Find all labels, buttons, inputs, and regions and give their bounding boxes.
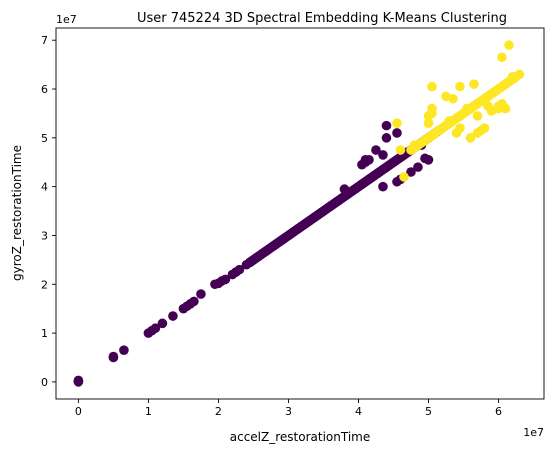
x-tick-label: 4 [355, 405, 362, 418]
data-point [497, 52, 507, 63]
data-point [455, 81, 465, 92]
x-offset-label: 1e7 [523, 426, 544, 439]
data-point [339, 184, 350, 194]
y-tick-label: 0 [41, 376, 48, 389]
plot-frame [55, 27, 545, 400]
data-point [378, 181, 388, 192]
data-point [423, 155, 434, 165]
data-point [465, 133, 476, 143]
y-offset-label: 1e7 [56, 13, 77, 26]
y-tick-label: 1 [41, 327, 48, 340]
data-point [157, 318, 168, 329]
cluster-0-series [73, 120, 444, 387]
data-point [427, 81, 437, 92]
data-point [413, 162, 423, 172]
data-point [119, 345, 129, 355]
x-axis-label: accelZ_restorationTime [230, 430, 370, 444]
x-tick-label: 1 [145, 405, 152, 418]
data-point [462, 103, 472, 114]
x-tick-label: 0 [75, 405, 82, 418]
x-axis: 0 1 2 3 4 5 6 [75, 399, 502, 418]
data-point [444, 115, 455, 126]
data-point [381, 120, 392, 131]
y-tick-label: 2 [41, 278, 48, 291]
data-point [196, 289, 206, 299]
y-tick-label: 7 [41, 34, 48, 47]
data-point [73, 376, 84, 387]
data-point [392, 118, 402, 128]
data-point [168, 311, 178, 321]
x-tick-label: 2 [215, 405, 222, 418]
data-point [150, 323, 161, 334]
data-point [399, 172, 409, 182]
data-point [423, 111, 434, 121]
data-point [245, 257, 255, 268]
data-point [406, 167, 416, 177]
plot-area [73, 40, 525, 387]
data-point [360, 157, 371, 168]
y-tick-label: 3 [41, 229, 48, 242]
y-tick-label: 5 [41, 132, 48, 145]
x-tick-label: 6 [495, 405, 502, 418]
y-axis: 0 1 2 3 4 5 6 7 [41, 34, 56, 389]
data-point [189, 296, 199, 307]
y-tick-label: 4 [41, 181, 48, 194]
data-point [395, 145, 406, 155]
data-point [423, 118, 434, 128]
data-point [448, 93, 458, 104]
data-point [220, 274, 231, 285]
data-point [479, 123, 490, 133]
data-point [409, 140, 420, 150]
data-point [381, 133, 392, 143]
data-point [472, 111, 483, 121]
x-tick-label: 3 [285, 405, 292, 418]
data-point [392, 128, 402, 138]
y-tick-label: 6 [41, 83, 48, 96]
cluster-1-series [392, 40, 525, 182]
data-point [514, 69, 525, 80]
y-axis-label: gyroZ_restorationTime [10, 145, 24, 281]
data-point [469, 79, 479, 89]
data-point [108, 351, 119, 362]
data-point [486, 106, 497, 116]
data-point [500, 103, 511, 114]
data-point [378, 150, 388, 160]
data-point [234, 264, 245, 275]
data-point [504, 40, 514, 50]
x-tick-label: 5 [425, 405, 432, 418]
data-point [371, 145, 381, 155]
chart-title: User 745224 3D Spectral Embedding K-Mean… [137, 11, 507, 26]
data-point [451, 128, 462, 138]
